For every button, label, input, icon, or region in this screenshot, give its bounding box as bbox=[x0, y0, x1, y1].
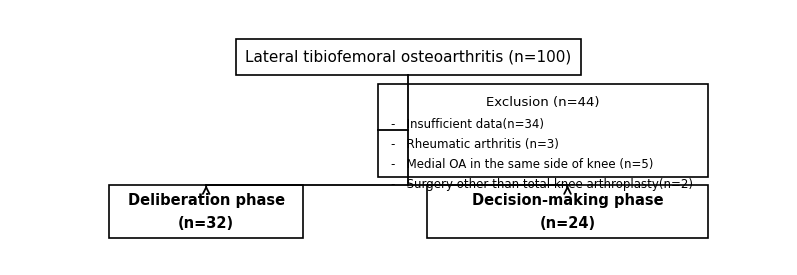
FancyBboxPatch shape bbox=[378, 84, 708, 177]
FancyBboxPatch shape bbox=[109, 185, 304, 238]
Text: (n=24): (n=24) bbox=[540, 216, 595, 231]
Text: -   Medial OA in the same side of knee (n=5): - Medial OA in the same side of knee (n=… bbox=[391, 158, 654, 171]
Text: Exclusion (n=44): Exclusion (n=44) bbox=[486, 96, 599, 109]
Text: -   Rheumatic arthritis (n=3): - Rheumatic arthritis (n=3) bbox=[391, 138, 559, 151]
Text: -   Insufficient data(n=34): - Insufficient data(n=34) bbox=[391, 117, 544, 131]
Text: Lateral tibiofemoral osteoarthritis (n=100): Lateral tibiofemoral osteoarthritis (n=1… bbox=[245, 50, 571, 65]
Text: Deliberation phase: Deliberation phase bbox=[128, 193, 285, 208]
Text: (n=32): (n=32) bbox=[178, 216, 234, 231]
Text: -   Surgery other than total knee arthroplasty(n=2): - Surgery other than total knee arthropl… bbox=[391, 178, 693, 191]
FancyBboxPatch shape bbox=[427, 185, 708, 238]
Text: Decision-making phase: Decision-making phase bbox=[472, 193, 663, 208]
FancyBboxPatch shape bbox=[236, 39, 582, 75]
